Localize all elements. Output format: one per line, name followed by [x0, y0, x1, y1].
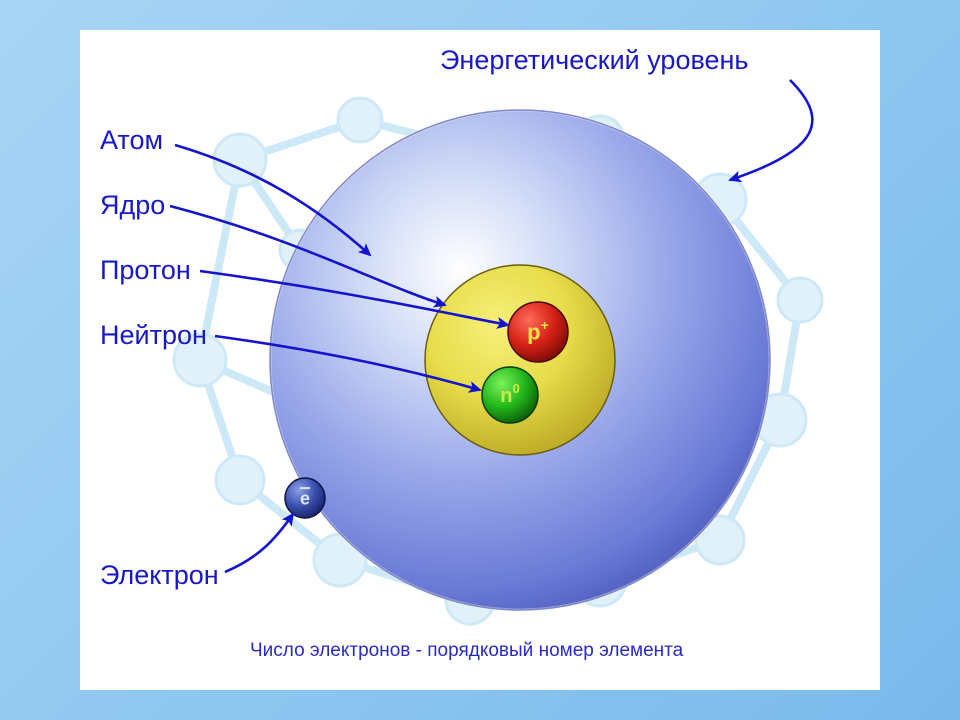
- arrow-energy_level: [730, 80, 812, 180]
- label-proton: Протон: [100, 255, 191, 286]
- label-neutron: Нейтрон: [100, 320, 207, 351]
- label-nucleus: Ядро: [100, 190, 165, 221]
- label-atom: Атом: [100, 125, 163, 156]
- arrow-nucleus: [170, 206, 445, 305]
- stage: p+n0e Энергетический уровень Атом Ядро П…: [0, 0, 960, 720]
- arrow-proton: [200, 271, 508, 325]
- arrow-neutron: [215, 336, 480, 390]
- label-electron: Электрон: [100, 560, 219, 591]
- caption-text: Число электронов - порядковый номер элем…: [250, 640, 683, 662]
- arrow-electron: [225, 514, 293, 572]
- arrows-layer: [0, 0, 960, 720]
- label-energy-level: Энергетический уровень: [440, 45, 749, 76]
